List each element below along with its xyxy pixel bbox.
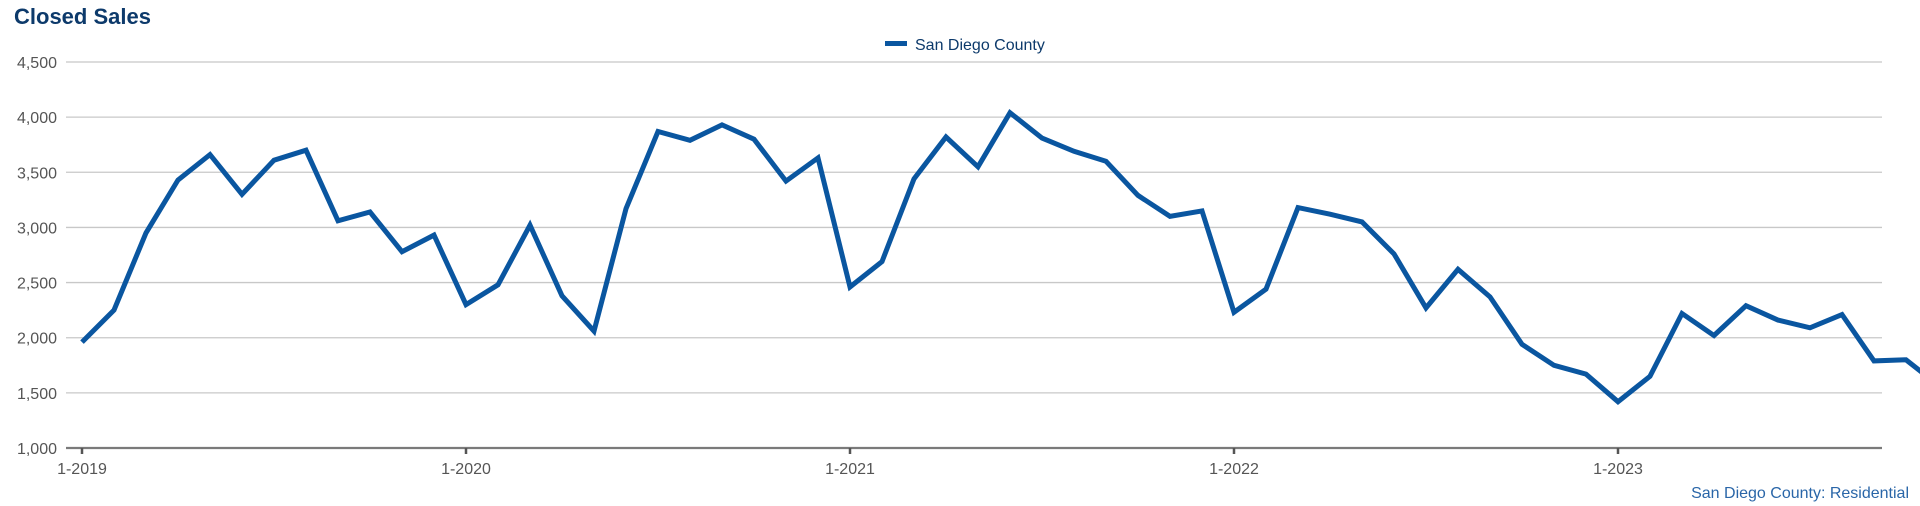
data-point[interactable]: [556, 290, 568, 302]
data-point[interactable]: [1612, 396, 1624, 408]
data-point[interactable]: [1356, 216, 1368, 228]
x-tick-label: 1-2020: [441, 461, 491, 478]
y-tick-label: 2,500: [17, 276, 57, 293]
data-point[interactable]: [108, 304, 120, 316]
data-point[interactable]: [1100, 155, 1112, 167]
data-point[interactable]: [812, 152, 824, 164]
data-point[interactable]: [1164, 210, 1176, 222]
data-point[interactable]: [460, 299, 472, 311]
data-point[interactable]: [748, 133, 760, 145]
x-tick-label: 1-2022: [1209, 461, 1259, 478]
data-point[interactable]: [844, 281, 856, 293]
data-point[interactable]: [1868, 355, 1880, 367]
data-point[interactable]: [76, 336, 88, 348]
data-point[interactable]: [1228, 306, 1240, 318]
data-point[interactable]: [492, 279, 504, 291]
data-point[interactable]: [1548, 359, 1560, 371]
data-point[interactable]: [300, 144, 312, 156]
data-point[interactable]: [876, 256, 888, 268]
data-point[interactable]: [428, 229, 440, 241]
data-point[interactable]: [652, 126, 664, 138]
data-point[interactable]: [588, 325, 600, 337]
data-point[interactable]: [204, 149, 216, 161]
data-point[interactable]: [684, 134, 696, 146]
data-point[interactable]: [1196, 205, 1208, 217]
data-point[interactable]: [268, 154, 280, 166]
data-point[interactable]: [1900, 354, 1912, 366]
data-point[interactable]: [1740, 300, 1752, 312]
series-group: [76, 107, 1920, 408]
y-tick-label: 1,000: [17, 441, 57, 458]
data-point[interactable]: [972, 161, 984, 173]
data-point[interactable]: [1580, 368, 1592, 380]
data-point[interactable]: [1068, 145, 1080, 157]
y-tick-label: 4,000: [17, 110, 57, 127]
data-point[interactable]: [1132, 189, 1144, 201]
data-point[interactable]: [1804, 322, 1816, 334]
y-tick-label: 4,500: [17, 55, 57, 72]
gridlines: [66, 61, 1882, 394]
data-point[interactable]: [1644, 370, 1656, 382]
data-point[interactable]: [1292, 202, 1304, 214]
legend-swatch: [885, 41, 907, 46]
data-point[interactable]: [1676, 308, 1688, 320]
y-axis-ticks: 1,000 1,500 2,000 2,500 3,000 3,500 4,000 4,500: [17, 55, 57, 458]
data-point[interactable]: [1516, 338, 1528, 350]
series-line: [80, 108, 1920, 405]
data-point[interactable]: [1388, 248, 1400, 260]
data-point[interactable]: [716, 119, 728, 131]
data-point[interactable]: [236, 188, 248, 200]
y-tick-label: 3,000: [17, 220, 57, 237]
data-point[interactable]: [172, 174, 184, 186]
source-label: San Diego County: Residential: [1691, 485, 1909, 502]
legend-label: San Diego County: [915, 37, 1045, 54]
legend: San Diego County: [885, 37, 1045, 54]
data-point[interactable]: [1452, 263, 1464, 275]
data-point[interactable]: [332, 215, 344, 227]
data-point[interactable]: [1484, 291, 1496, 303]
data-point[interactable]: [780, 175, 792, 187]
data-point[interactable]: [1420, 302, 1432, 314]
chart-title: Closed Sales: [14, 4, 151, 29]
x-tick-label: 1-2021: [825, 461, 875, 478]
data-point[interactable]: [1260, 283, 1272, 295]
x-tick-label: 1-2019: [57, 461, 107, 478]
y-tick-label: 3,500: [17, 165, 57, 182]
data-point[interactable]: [1324, 208, 1336, 220]
data-point[interactable]: [396, 246, 408, 258]
data-point[interactable]: [940, 131, 952, 143]
data-point[interactable]: [1772, 314, 1784, 326]
data-point[interactable]: [524, 219, 536, 231]
data-point[interactable]: [1836, 309, 1848, 321]
x-tick-label: 1-2023: [1593, 461, 1643, 478]
data-point[interactable]: [620, 203, 632, 215]
data-point[interactable]: [364, 206, 376, 218]
y-tick-label: 1,500: [17, 386, 57, 403]
data-point[interactable]: [1004, 107, 1016, 119]
data-point[interactable]: [140, 227, 152, 239]
y-tick-label: 2,000: [17, 331, 57, 348]
data-point[interactable]: [1708, 330, 1720, 342]
data-point[interactable]: [908, 173, 920, 185]
data-point[interactable]: [1036, 132, 1048, 144]
